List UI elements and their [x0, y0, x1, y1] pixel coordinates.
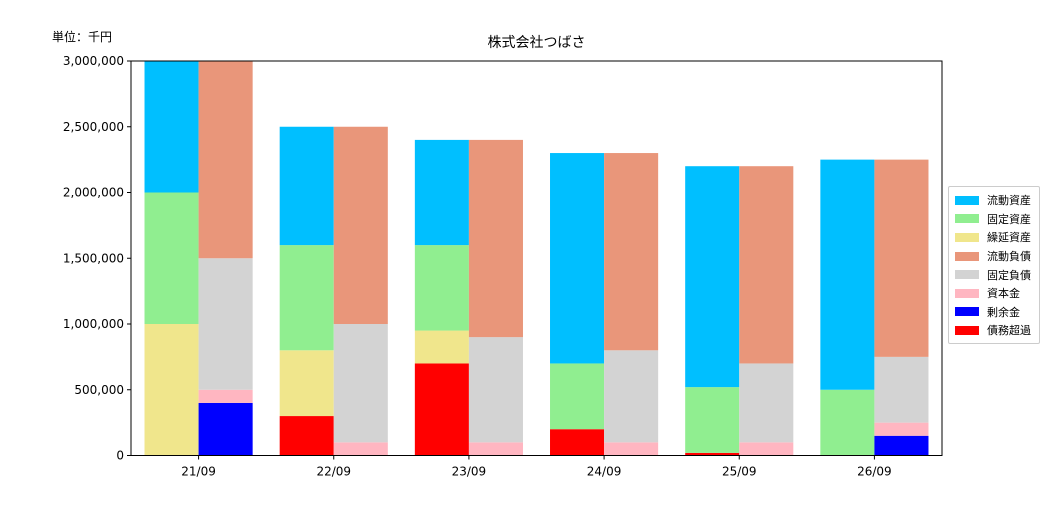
x-tick-label: 24/09 [587, 465, 622, 479]
bar-22-09-series-7 [279, 416, 334, 456]
unit-label: 単位：千円 [52, 30, 113, 44]
legend-swatch [955, 270, 979, 280]
bar-21-09-series-1 [144, 192, 199, 324]
bar-25-09-series-4 [739, 363, 794, 443]
bar-26-09-series-6 [874, 435, 929, 456]
y-tick-label: 1,000,000 [63, 317, 124, 331]
bar-21-09-series-6 [198, 402, 253, 456]
legend-label: 資本金 [987, 287, 1020, 301]
bar-23-09-series-0 [414, 139, 469, 246]
bar-22-09-series-2 [279, 350, 334, 417]
legend-swatch [955, 325, 979, 335]
bar-24-09-series-7 [550, 429, 605, 456]
bar-25-09-series-5 [739, 442, 794, 456]
legend-label: 固定資産 [987, 212, 1031, 226]
bar-22-09-series-5 [333, 442, 388, 456]
bar-26-09-series-1 [820, 389, 875, 456]
bar-26-09-series-3 [874, 159, 929, 357]
bar-23-09-series-1 [414, 245, 469, 331]
legend-swatch [955, 251, 979, 261]
bar-24-09-series-0 [550, 153, 605, 364]
legend: 流動資産固定資産繰延資産流動負債固定負債資本金剰余金債務超過 [948, 186, 1040, 344]
legend-item: 剰余金 [949, 303, 1039, 322]
legend-label: 債務超過 [987, 324, 1031, 338]
bar-23-09-series-7 [414, 363, 469, 456]
bars-layer [144, 61, 929, 456]
y-tick-label: 2,000,000 [63, 186, 124, 200]
x-tick-label: 21/09 [181, 465, 216, 479]
y-tick-label: 3,000,000 [63, 54, 124, 68]
y-tick-label: 0 [116, 449, 124, 463]
bar-24-09-series-4 [604, 350, 659, 443]
y-axis: 0 500,000 1,000,000 1,500,000 2,000,000 2,500… [63, 54, 131, 463]
bar-21-09-series-0 [144, 61, 199, 193]
legend-swatch [955, 232, 979, 242]
legend-label: 剰余金 [987, 305, 1020, 319]
legend-item: 債務超過 [949, 321, 1039, 340]
bar-24-09-series-5 [604, 442, 659, 456]
chart-title: 株式会社つばさ [487, 35, 586, 51]
legend-label: 繰延資産 [987, 231, 1031, 245]
bar-21-09-series-4 [198, 258, 253, 390]
bar-25-09-series-3 [739, 166, 794, 364]
x-tick-label: 23/09 [452, 465, 487, 479]
legend-swatch [955, 195, 979, 205]
bar-24-09-series-1 [550, 363, 605, 430]
y-tick-label: 1,500,000 [63, 251, 124, 265]
bar-25-09-series-7 [685, 452, 740, 456]
bar-21-09-series-3 [198, 61, 253, 259]
bar-26-09-series-5 [874, 422, 929, 436]
bar-23-09-series-4 [468, 337, 523, 443]
legend-swatch [955, 214, 979, 224]
bar-22-09-series-1 [279, 245, 334, 351]
bar-26-09-series-4 [874, 356, 929, 423]
x-tick-label: 22/09 [316, 465, 351, 479]
legend-item: 繰延資産 [949, 228, 1039, 247]
bar-21-09-series-2 [144, 324, 199, 456]
legend-item: 流動負債 [949, 247, 1039, 266]
bar-23-09-series-2 [414, 330, 469, 364]
bar-23-09-series-3 [468, 139, 523, 338]
legend-label: 固定負債 [987, 268, 1031, 282]
legend-swatch [955, 307, 979, 317]
x-tick-label: 25/09 [722, 465, 757, 479]
legend-item: 固定負債 [949, 265, 1039, 284]
legend-label: 流動資産 [987, 194, 1031, 208]
legend-label: 流動負債 [987, 250, 1031, 264]
legend-swatch [955, 288, 979, 298]
legend-item: 資本金 [949, 284, 1039, 303]
y-tick-label: 500,000 [74, 383, 124, 397]
legend-item: 固定資産 [949, 210, 1039, 229]
bar-25-09-series-1 [685, 387, 740, 453]
bar-25-09-series-0 [685, 166, 740, 388]
legend-item: 流動資産 [949, 191, 1039, 210]
bar-24-09-series-3 [604, 153, 659, 351]
y-tick-label: 2,500,000 [63, 120, 124, 134]
bar-22-09-series-0 [279, 126, 334, 246]
bar-22-09-series-3 [333, 126, 388, 324]
x-tick-label: 26/09 [857, 465, 892, 479]
bar-22-09-series-4 [333, 324, 388, 443]
x-axis: 21/09 22/09 23/09 24/09 25/09 26/09 [181, 455, 892, 479]
bar-21-09-series-5 [198, 389, 253, 403]
bar-23-09-series-5 [468, 442, 523, 456]
bar-26-09-series-0 [820, 159, 875, 390]
